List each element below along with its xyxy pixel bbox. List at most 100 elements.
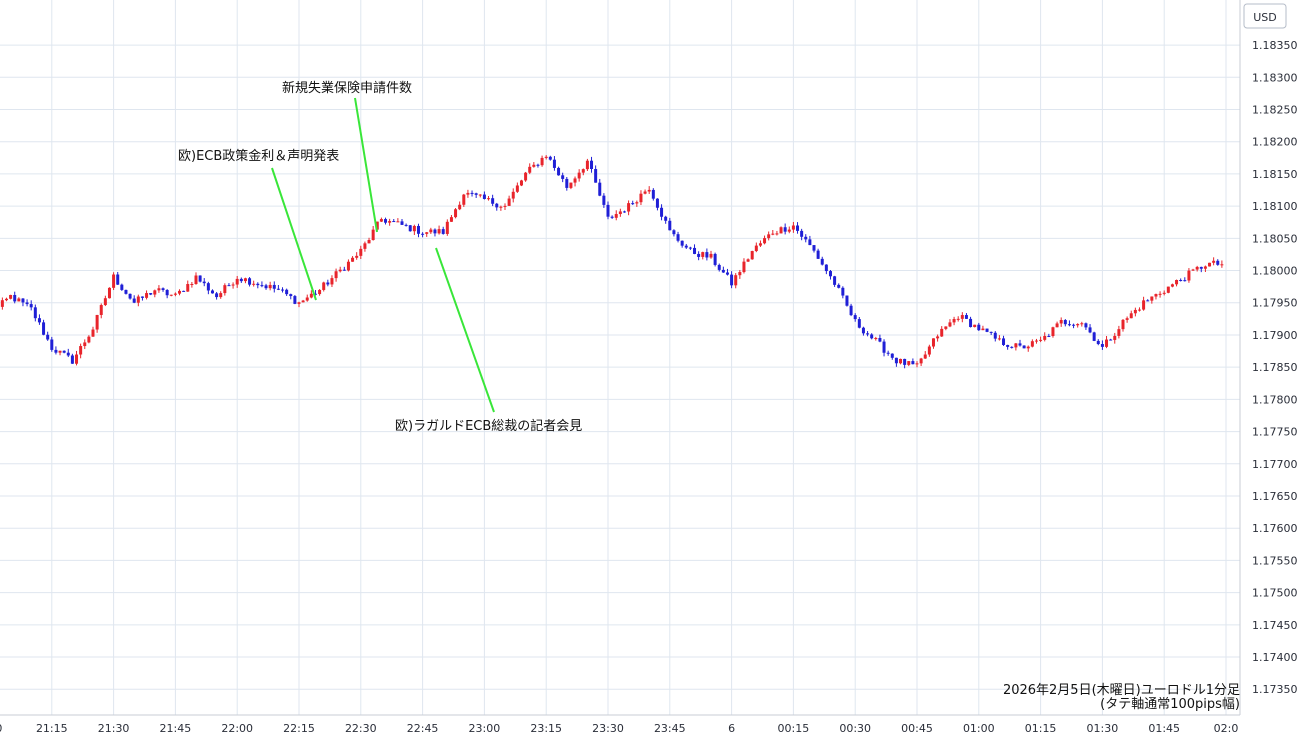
x-tick-label: 21:45 [160, 722, 192, 735]
candle-body [112, 274, 116, 288]
candle-body [202, 281, 206, 284]
candle-body [54, 349, 58, 353]
x-tick-label: 6 [728, 722, 735, 735]
candle-body [21, 298, 25, 303]
candle-body [1179, 280, 1183, 282]
candle-body [622, 211, 626, 213]
candle-body [734, 275, 738, 286]
candle-body [515, 185, 519, 192]
candle-body [66, 352, 70, 356]
candle-body [738, 272, 742, 276]
candle-body [960, 315, 964, 319]
candle-body [285, 289, 289, 295]
candle-body [569, 182, 573, 188]
candle-body [1195, 266, 1199, 270]
candle-body [1096, 340, 1100, 345]
candle-body [379, 219, 383, 222]
candle-body [758, 243, 762, 246]
candle-body [614, 214, 618, 218]
candle-body [441, 229, 445, 234]
candle-body [4, 298, 8, 301]
candle-body [313, 293, 317, 295]
candle-body [169, 294, 173, 296]
candle-body [709, 253, 713, 258]
candle-body [400, 221, 404, 225]
y-tick-label: 1.17750 [1252, 426, 1298, 439]
candle-body [416, 225, 420, 234]
candle-body [95, 314, 99, 330]
y-tick-label: 1.18250 [1252, 104, 1298, 117]
candle-body [824, 264, 828, 272]
candle-body [956, 318, 960, 320]
candle-body [639, 193, 643, 203]
candle-body [874, 338, 878, 340]
candle-body [272, 284, 276, 289]
candle-body [248, 278, 252, 285]
candle-body [429, 229, 433, 233]
candle-body [985, 328, 989, 332]
candle-body [231, 284, 235, 286]
y-tick-label: 1.17550 [1252, 554, 1298, 567]
candle-body [754, 245, 758, 252]
x-tick-label: 23:00 [469, 722, 501, 735]
candle-body [507, 198, 511, 206]
candle-body [693, 247, 697, 254]
candle-body [330, 278, 334, 285]
candle-body [841, 287, 845, 296]
x-tick-label: 22:30 [345, 722, 377, 735]
candle-body [561, 175, 565, 179]
candle-body [219, 293, 223, 298]
grid [0, 0, 1240, 715]
candle-body [581, 169, 585, 173]
x-tick-label: 23:45 [654, 722, 686, 735]
candle-body [837, 284, 841, 288]
candle-body [1067, 324, 1071, 326]
candle-body [787, 229, 791, 232]
candle-body [688, 247, 692, 249]
candle-body [857, 319, 861, 328]
annotation-label: 欧)ラガルドECB総裁の記者会見 [395, 418, 582, 434]
candle-body [215, 293, 219, 298]
candle-body [664, 216, 668, 221]
candle-body [643, 191, 647, 194]
candle-body [153, 290, 157, 295]
candle-body [1059, 320, 1063, 324]
caption-line1: 2026年2月5日(木曜日)ユーロドル1分足 [1003, 683, 1240, 698]
candle-body [297, 302, 301, 304]
candle-body [627, 203, 631, 212]
candle-body [70, 355, 74, 364]
annotation-pointer [271, 167, 317, 301]
candle-body [816, 250, 820, 259]
candle-body [820, 258, 824, 265]
candle-body [783, 227, 787, 232]
x-tick-label: 01:45 [1148, 722, 1180, 735]
candle-body [713, 253, 717, 265]
candle-body [305, 297, 309, 301]
candle-body [116, 274, 120, 285]
candle-body [767, 234, 771, 239]
annotation-pointer [354, 97, 378, 233]
candle-body [42, 322, 46, 335]
currency-badge[interactable]: USD [1243, 3, 1287, 29]
candle-body [1191, 269, 1195, 271]
candle-body [899, 358, 903, 364]
candle-body [50, 339, 54, 350]
candle-body [1018, 343, 1022, 346]
candle-body [9, 294, 13, 299]
candle-body [165, 289, 169, 296]
candle-body [606, 204, 610, 217]
candle-body [1084, 323, 1088, 328]
y-tick-label: 1.18100 [1252, 200, 1298, 213]
candle-body [359, 248, 363, 256]
candle-body [763, 238, 767, 244]
candle-body [1129, 313, 1133, 319]
x-tick-label: 22:45 [407, 722, 439, 735]
x-tick-label: 22:15 [283, 722, 315, 735]
candle-body [866, 333, 870, 335]
candle-body [318, 289, 322, 295]
candle-body [1034, 340, 1038, 342]
candle-body [804, 236, 808, 240]
candle-body [206, 283, 210, 291]
candle-body [58, 350, 62, 353]
candle-body [915, 363, 919, 365]
